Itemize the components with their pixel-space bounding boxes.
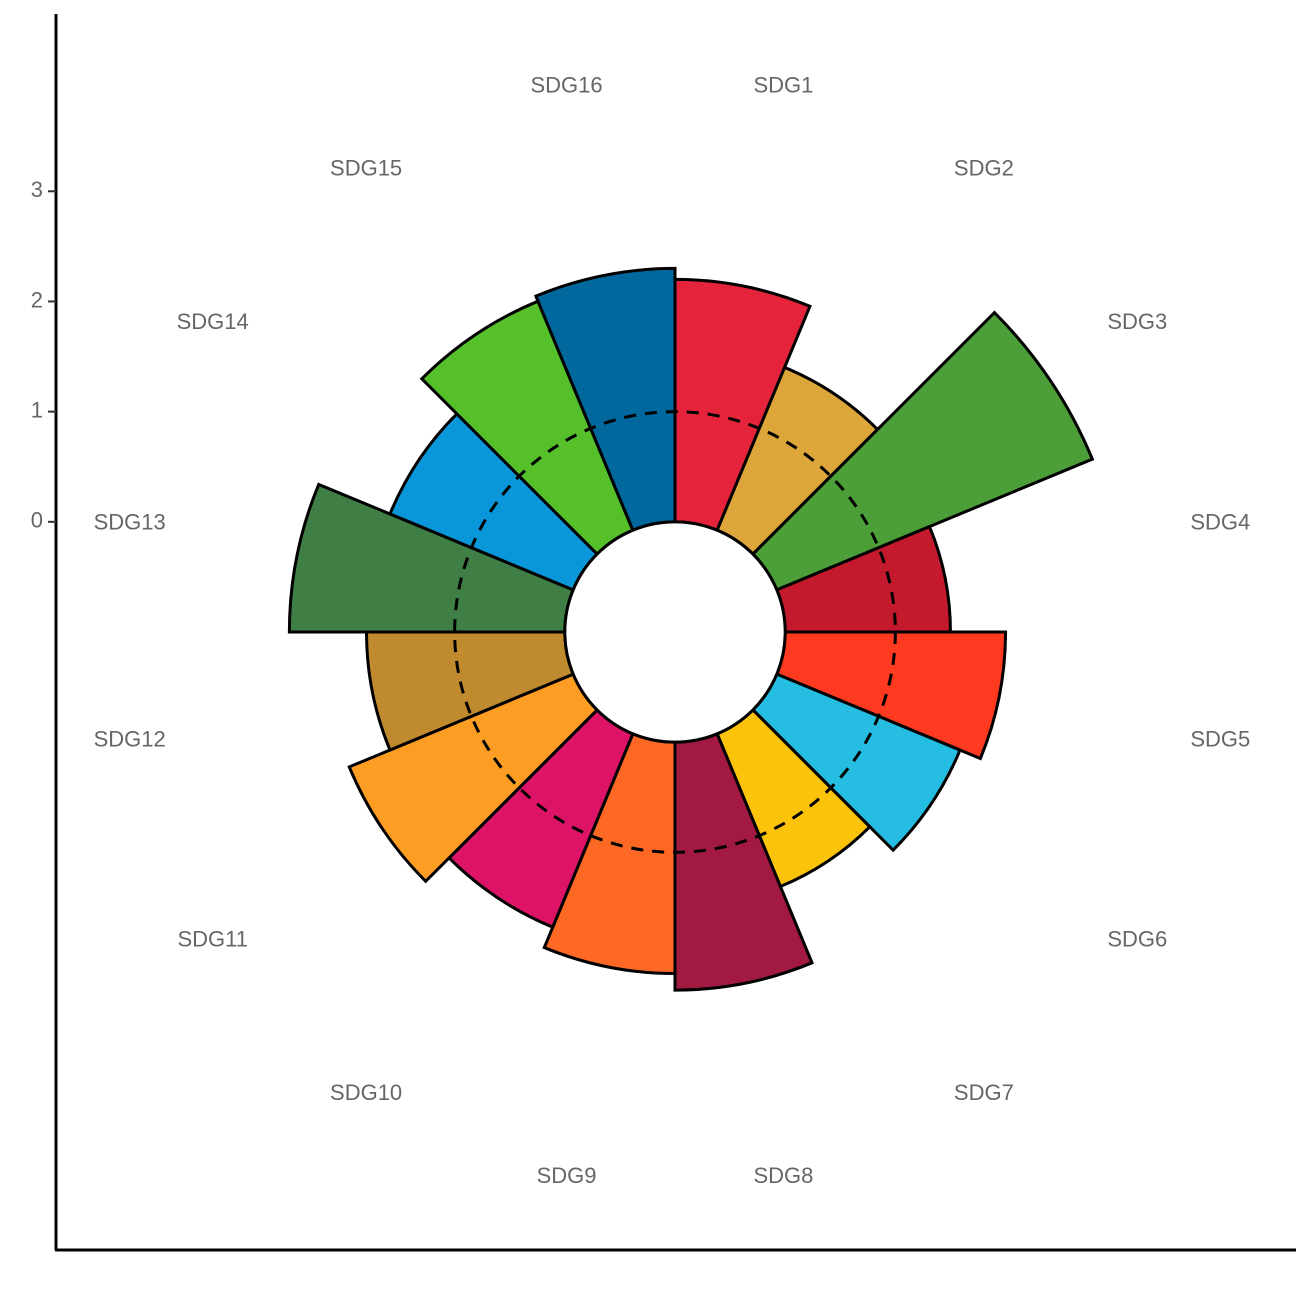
category-label: SDG6 bbox=[1107, 927, 1167, 952]
category-label: SDG9 bbox=[537, 1163, 597, 1188]
category-label: SDG12 bbox=[94, 726, 166, 751]
category-label: SDG11 bbox=[177, 927, 248, 952]
y-tick-label: 1 bbox=[31, 397, 43, 422]
category-label: SDG5 bbox=[1190, 726, 1250, 751]
category-label: SDG3 bbox=[1107, 309, 1167, 334]
category-label: SDG2 bbox=[954, 156, 1014, 181]
y-tick-label: 2 bbox=[31, 287, 43, 312]
reference-circle bbox=[453, 410, 897, 854]
category-label: SDG7 bbox=[954, 1080, 1014, 1105]
category-label: SDG10 bbox=[330, 1080, 402, 1105]
category-label: SDG8 bbox=[754, 1163, 814, 1188]
category-label: SDG13 bbox=[94, 509, 166, 534]
category-label: SDG4 bbox=[1190, 509, 1250, 534]
y-tick-label: 0 bbox=[31, 508, 43, 533]
y-tick-label: 3 bbox=[31, 177, 43, 202]
inner-hole bbox=[563, 520, 787, 744]
category-label: SDG16 bbox=[530, 72, 602, 97]
category-label: SDG14 bbox=[177, 309, 249, 334]
category-label: SDG15 bbox=[330, 156, 402, 181]
category-label: SDG1 bbox=[754, 72, 814, 97]
